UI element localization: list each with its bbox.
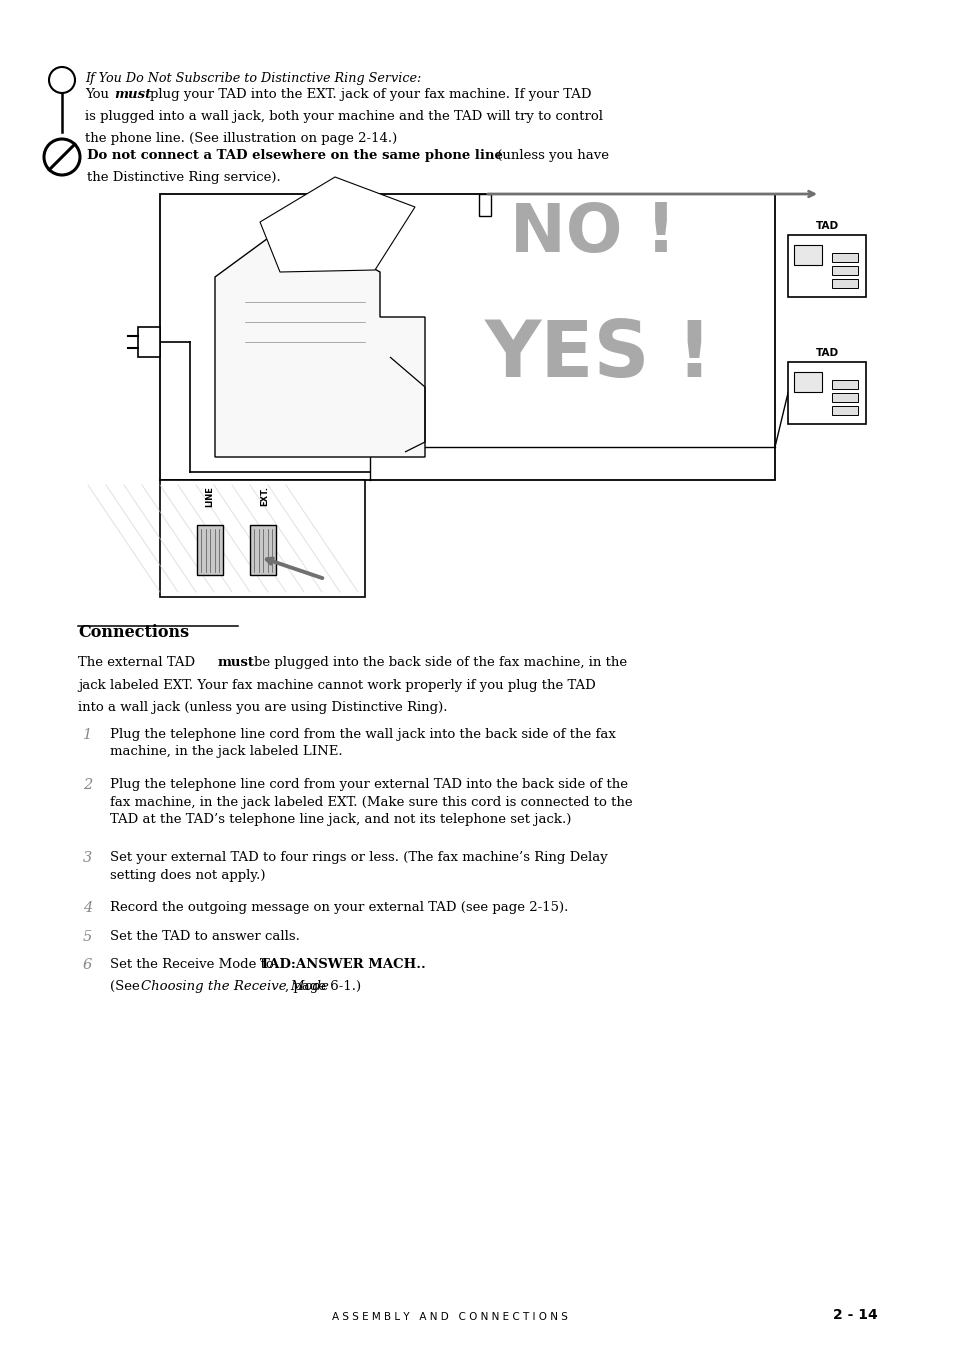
Text: Plug the telephone line cord from your external TAD into the back side of the
fa: Plug the telephone line cord from your e… <box>110 779 632 826</box>
Text: Connections: Connections <box>78 625 189 641</box>
Bar <box>831 393 857 402</box>
Text: Do not connect a TAD elsewhere on the same phone line: Do not connect a TAD elsewhere on the sa… <box>87 149 502 162</box>
Text: (See: (See <box>110 980 144 992</box>
Text: the Distinctive Ring service).: the Distinctive Ring service). <box>87 170 280 184</box>
Text: 3: 3 <box>83 850 92 865</box>
Text: Set the Receive Mode to: Set the Receive Mode to <box>110 957 277 971</box>
Bar <box>160 193 774 480</box>
Text: YES !: YES ! <box>484 316 713 393</box>
Bar <box>831 406 857 415</box>
Bar <box>831 279 857 288</box>
Polygon shape <box>214 222 424 457</box>
Text: 2 - 14: 2 - 14 <box>832 1307 877 1322</box>
Polygon shape <box>260 177 415 272</box>
Text: must: must <box>114 88 152 101</box>
Bar <box>250 525 275 575</box>
Text: must: must <box>217 656 254 669</box>
Text: Choosing the Receive Mode: Choosing the Receive Mode <box>141 980 329 992</box>
Bar <box>831 380 857 389</box>
Text: The external TAD: The external TAD <box>78 656 199 669</box>
Text: TAD: TAD <box>815 347 838 358</box>
Text: TAD: TAD <box>815 220 838 231</box>
Bar <box>793 245 821 265</box>
Text: Plug the telephone line cord from the wall jack into the back side of the fax
ma: Plug the telephone line cord from the wa… <box>110 727 616 758</box>
Text: Set the TAD to answer calls.: Set the TAD to answer calls. <box>110 930 299 942</box>
Text: 4: 4 <box>83 902 92 915</box>
Text: 6: 6 <box>83 957 92 972</box>
Bar <box>831 266 857 274</box>
Text: EXT.: EXT. <box>260 485 269 506</box>
Text: jack labeled EXT. Your fax machine cannot work properly if you plug the TAD: jack labeled EXT. Your fax machine canno… <box>78 679 595 691</box>
Text: 2: 2 <box>83 779 92 792</box>
Text: Set your external TAD to four rings or less. (The fax machine’s Ring Delay
setti: Set your external TAD to four rings or l… <box>110 850 607 882</box>
Bar <box>478 193 491 216</box>
Bar <box>787 235 865 297</box>
Bar <box>160 480 365 598</box>
Text: , page 6-1.): , page 6-1.) <box>285 980 361 992</box>
Text: the phone line. (See illustration on page 2-14.): the phone line. (See illustration on pag… <box>85 132 396 145</box>
Text: NO !: NO ! <box>510 200 676 266</box>
Bar <box>138 327 160 357</box>
Bar <box>831 253 857 262</box>
Bar <box>196 525 223 575</box>
Text: is plugged into a wall jack, both your machine and the TAD will try to control: is plugged into a wall jack, both your m… <box>85 110 602 123</box>
Text: A S S E M B L Y   A N D   C O N N E C T I O N S: A S S E M B L Y A N D C O N N E C T I O … <box>332 1311 567 1322</box>
Text: LINE: LINE <box>205 485 214 507</box>
Text: Record the outgoing message on your external TAD (see page 2-15).: Record the outgoing message on your exte… <box>110 902 568 914</box>
Bar <box>787 362 865 425</box>
Text: TAD:ANSWER MACH..: TAD:ANSWER MACH.. <box>260 957 425 971</box>
Text: be plugged into the back side of the fax machine, in the: be plugged into the back side of the fax… <box>253 656 626 669</box>
Text: into a wall jack (unless you are using Distinctive Ring).: into a wall jack (unless you are using D… <box>78 700 447 714</box>
Text: 5: 5 <box>83 930 92 944</box>
Text: 1: 1 <box>83 727 92 742</box>
Text: plug your TAD into the EXT. jack of your fax machine. If your TAD: plug your TAD into the EXT. jack of your… <box>151 88 592 101</box>
Text: You: You <box>85 88 113 101</box>
Text: (unless you have: (unless you have <box>493 149 608 162</box>
Text: If You Do Not Subscribe to Distinctive Ring Service:: If You Do Not Subscribe to Distinctive R… <box>85 72 421 85</box>
Bar <box>793 372 821 392</box>
